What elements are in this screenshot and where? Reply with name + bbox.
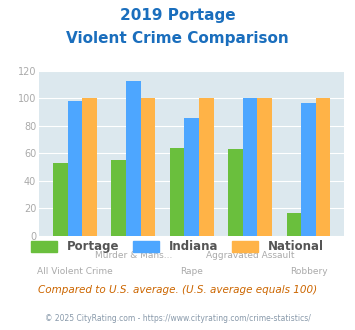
Bar <box>82 98 97 236</box>
Text: Violent Crime Comparison: Violent Crime Comparison <box>66 31 289 46</box>
Bar <box>316 98 331 236</box>
Text: 2019 Portage: 2019 Portage <box>120 8 235 23</box>
Bar <box>243 98 257 236</box>
Text: Aggravated Assault: Aggravated Assault <box>206 251 294 260</box>
Bar <box>184 118 199 236</box>
Bar <box>301 103 316 236</box>
Bar <box>199 98 214 236</box>
Bar <box>53 163 67 236</box>
Legend: Portage, Indiana, National: Portage, Indiana, National <box>27 236 328 258</box>
Text: All Violent Crime: All Violent Crime <box>37 267 113 276</box>
Bar <box>126 81 141 236</box>
Text: © 2025 CityRating.com - https://www.cityrating.com/crime-statistics/: © 2025 CityRating.com - https://www.city… <box>45 314 310 323</box>
Text: Robbery: Robbery <box>290 267 327 276</box>
Bar <box>67 101 82 236</box>
Bar <box>257 98 272 236</box>
Bar <box>141 98 155 236</box>
Text: Murder & Mans...: Murder & Mans... <box>94 251 172 260</box>
Bar <box>228 149 243 236</box>
Bar <box>111 160 126 236</box>
Text: Rape: Rape <box>180 267 203 276</box>
Bar <box>286 213 301 236</box>
Bar <box>170 148 184 236</box>
Text: Compared to U.S. average. (U.S. average equals 100): Compared to U.S. average. (U.S. average … <box>38 285 317 295</box>
